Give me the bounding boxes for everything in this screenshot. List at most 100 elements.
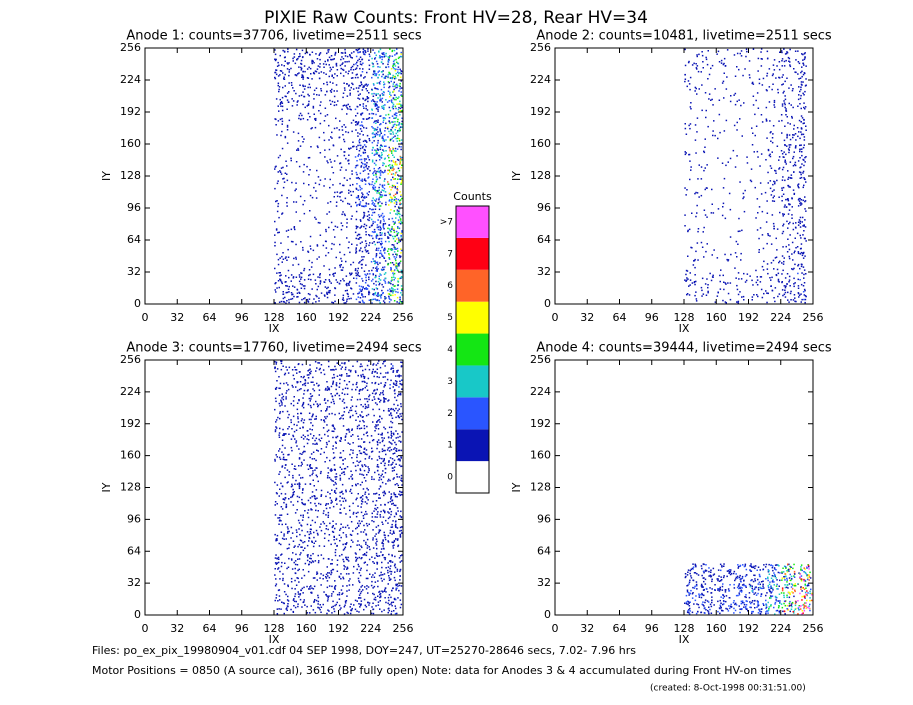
pixel: [396, 476, 398, 478]
pixel: [304, 510, 306, 512]
pixel: [355, 515, 358, 518]
pixel: [342, 450, 345, 452]
pixel: [335, 603, 337, 606]
pixel: [361, 465, 364, 468]
pixel: [342, 184, 344, 187]
pixel: [333, 535, 335, 538]
pixel: [387, 478, 390, 481]
pixel: [706, 243, 708, 245]
pixel: [398, 476, 401, 478]
pixel: [793, 151, 795, 153]
pixel: [387, 566, 390, 568]
pixel: [395, 126, 397, 129]
pixel: [356, 160, 358, 162]
pixel: [748, 74, 751, 76]
pixel: [760, 193, 763, 195]
pixel: [783, 139, 786, 142]
pixel: [286, 205, 288, 207]
pixel: [303, 267, 306, 270]
pixel: [396, 234, 398, 236]
pixel: [383, 56, 386, 58]
pixel: [393, 210, 395, 212]
pixel: [401, 294, 403, 296]
pixel: [393, 477, 395, 479]
pixel: [786, 220, 788, 223]
pixel: [783, 102, 786, 104]
pixel: [342, 200, 344, 203]
pixel: [330, 103, 332, 105]
pixel: [398, 90, 400, 92]
cell: [764, 179, 780, 202]
pixel: [392, 237, 395, 240]
pixel: [324, 532, 326, 535]
pixel: [800, 115, 803, 117]
pixel: [361, 557, 363, 559]
pixel: [374, 58, 376, 60]
pixel: [382, 63, 384, 65]
pixel: [401, 491, 403, 493]
pixel: [363, 49, 366, 52]
pixel: [346, 585, 348, 587]
pixel: [749, 275, 751, 277]
pixel: [348, 189, 350, 192]
pixel: [397, 74, 399, 77]
pixel: [324, 115, 327, 117]
pixel: [342, 425, 345, 427]
pixel: [330, 55, 333, 57]
pixel: [350, 539, 353, 541]
pixel: [400, 148, 402, 151]
y-tick-label: 32: [127, 265, 141, 278]
pixel: [312, 60, 314, 62]
pixel: [378, 278, 380, 280]
pixel: [278, 231, 280, 234]
cell: [717, 113, 728, 140]
pixel: [336, 127, 338, 129]
pixel: [358, 85, 361, 87]
pixel: [384, 75, 386, 78]
pixel: [347, 295, 350, 298]
pixel: [392, 105, 394, 107]
pixel: [318, 256, 320, 258]
cell: [796, 115, 807, 141]
pixel: [290, 537, 292, 539]
pixel: [390, 596, 392, 599]
pixel: [274, 504, 276, 506]
pixel: [391, 533, 393, 535]
pixel: [359, 249, 361, 251]
pixel: [373, 562, 375, 564]
pixel: [801, 163, 803, 165]
pixel: [304, 483, 307, 485]
pixel: [383, 162, 385, 165]
pixel: [309, 474, 311, 477]
pixel: [393, 59, 396, 61]
pixel: [394, 187, 397, 189]
pixel: [291, 297, 294, 300]
pixel: [310, 508, 312, 510]
cell: [306, 424, 323, 455]
pixel: [294, 483, 296, 485]
pixel: [758, 78, 761, 80]
pixel: [784, 204, 786, 206]
pixel: [298, 485, 301, 488]
pixel: [298, 291, 300, 294]
pixel: [373, 598, 375, 601]
pixel: [740, 278, 743, 280]
cell: [387, 490, 403, 520]
pixel: [354, 76, 357, 79]
pixel: [310, 532, 312, 535]
pixel: [356, 610, 358, 612]
pixel: [391, 150, 393, 152]
pixel: [311, 491, 314, 493]
pixel: [752, 48, 755, 50]
pixel: [396, 568, 399, 571]
cell: [751, 81, 764, 109]
pixel: [352, 442, 354, 444]
pixel: [778, 159, 780, 161]
pixel: [788, 146, 791, 148]
pixel: [719, 280, 721, 283]
pixel: [771, 190, 774, 193]
cell: [755, 210, 764, 240]
pixel: [356, 105, 358, 108]
pixel: [286, 513, 289, 515]
pixel: [772, 196, 774, 199]
